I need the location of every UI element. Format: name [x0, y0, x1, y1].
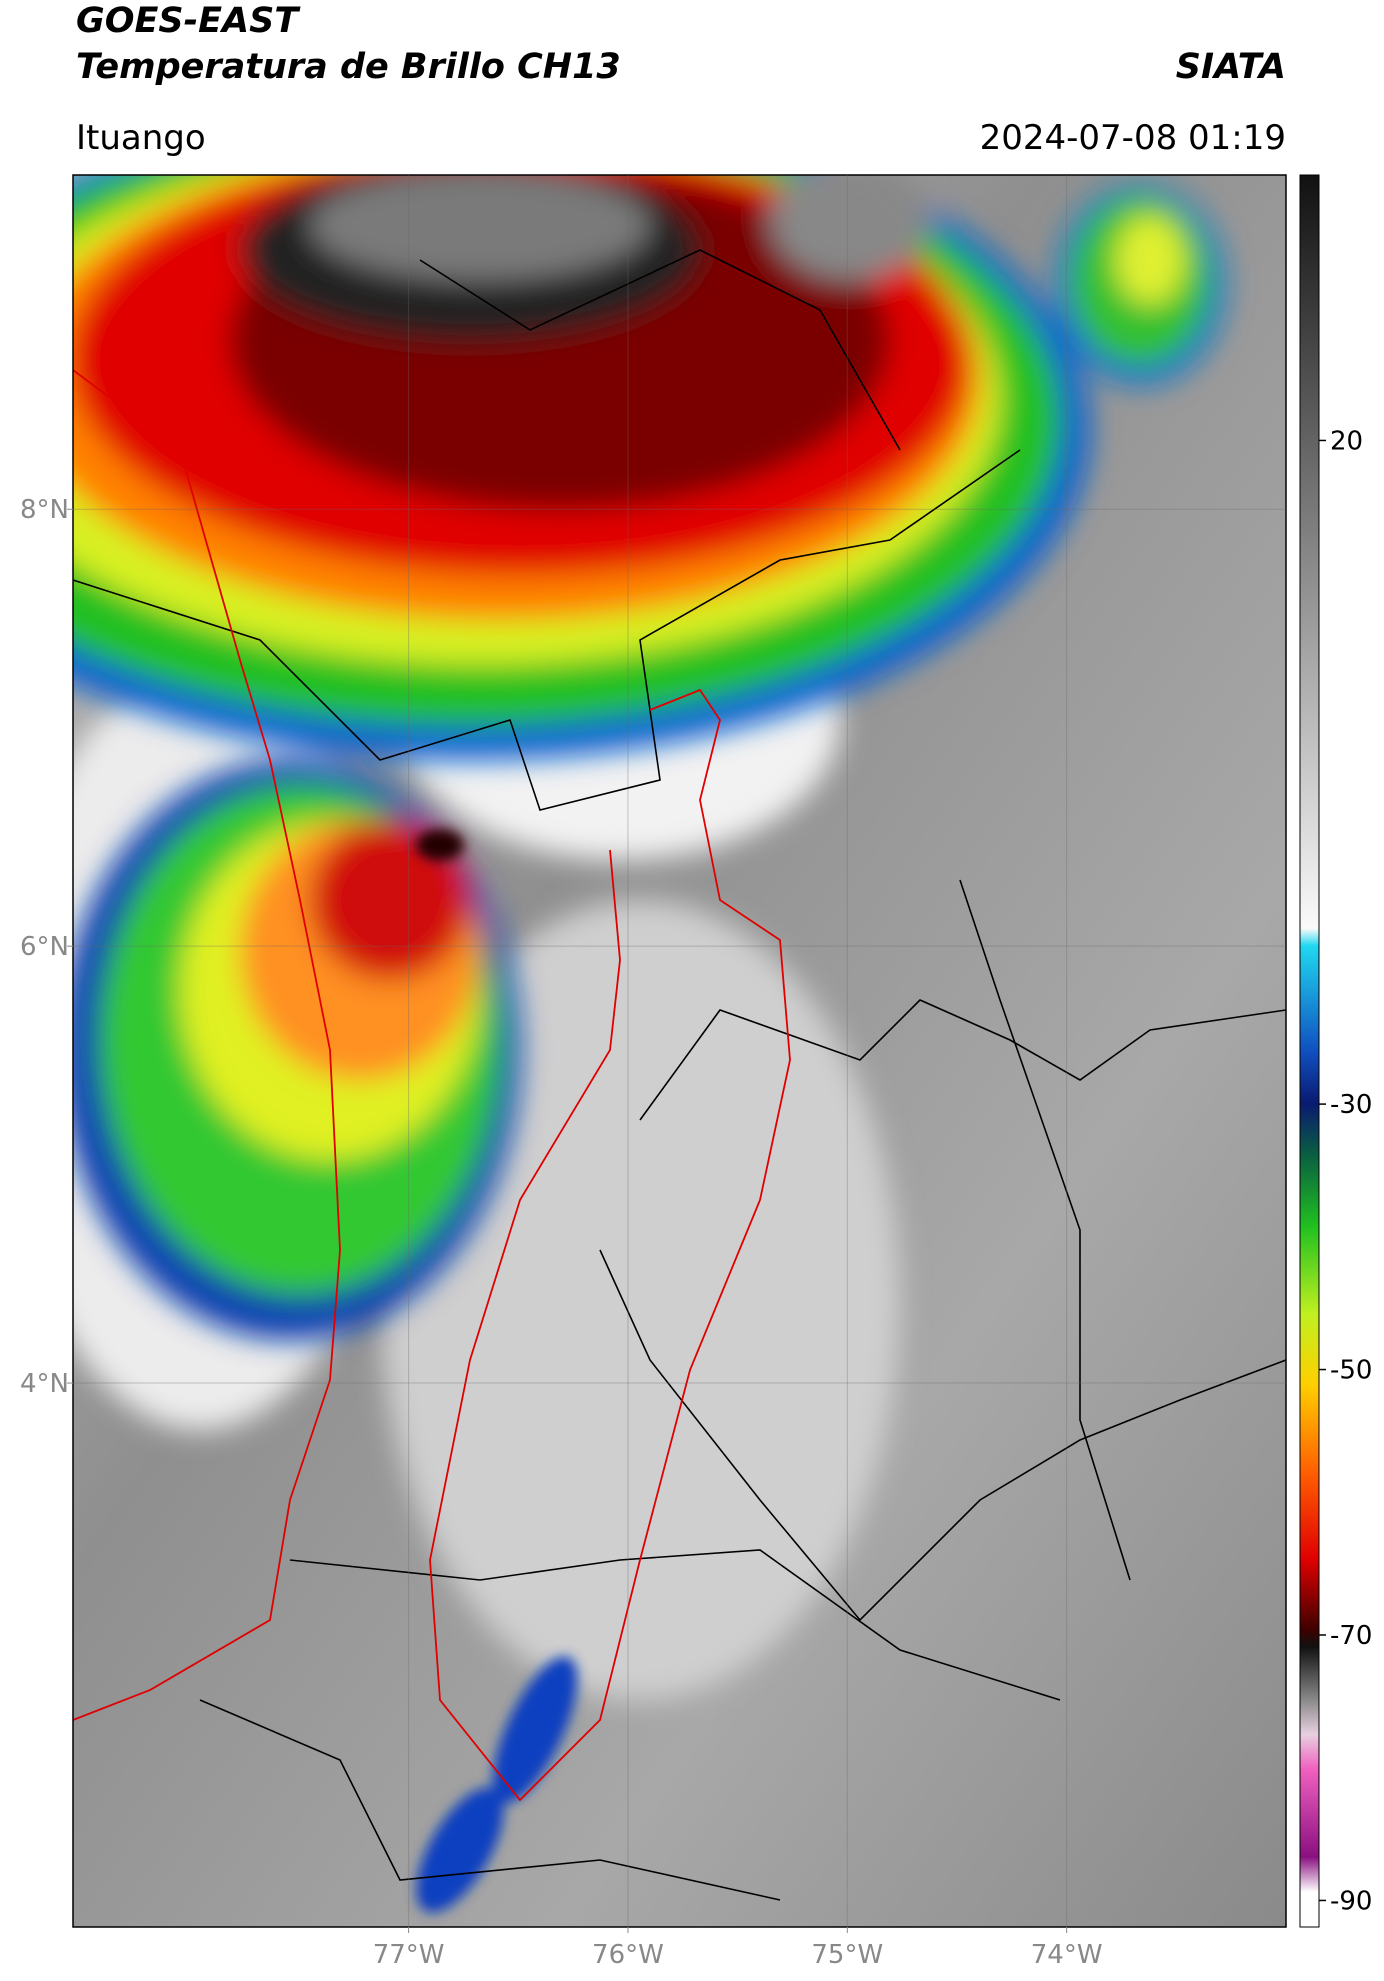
map-frame [72, 174, 1287, 1928]
colorbar-tick-label: -90 [1330, 1886, 1372, 1916]
colorbar-tick-label: -30 [1330, 1090, 1372, 1120]
x-tick-label: 76°W [592, 1940, 664, 1970]
subtitle: Temperatura de Brillo CH13 [76, 47, 621, 87]
colorbar-tick-label: 20 [1330, 426, 1363, 456]
x-tick-label: 75°W [811, 1940, 883, 1970]
x-tick-label: 77°W [373, 1940, 445, 1970]
y-tick-label: 8°N [20, 495, 69, 525]
colorbar-tick-label: -50 [1330, 1356, 1372, 1386]
y-tick-label: 4°N [20, 1369, 69, 1399]
source: SIATA [1176, 47, 1286, 87]
colorbar-tick-label: -70 [1330, 1621, 1372, 1651]
satellite-image [73, 175, 1286, 1927]
title: GOES-EAST [76, 1, 301, 41]
y-tick-label: 6°N [20, 932, 69, 962]
location: Ituango [76, 118, 206, 158]
datetime: 2024-07-08 01:19 [980, 118, 1286, 158]
x-tick-label: 74°W [1031, 1940, 1103, 1970]
colorbar [1299, 174, 1320, 1928]
